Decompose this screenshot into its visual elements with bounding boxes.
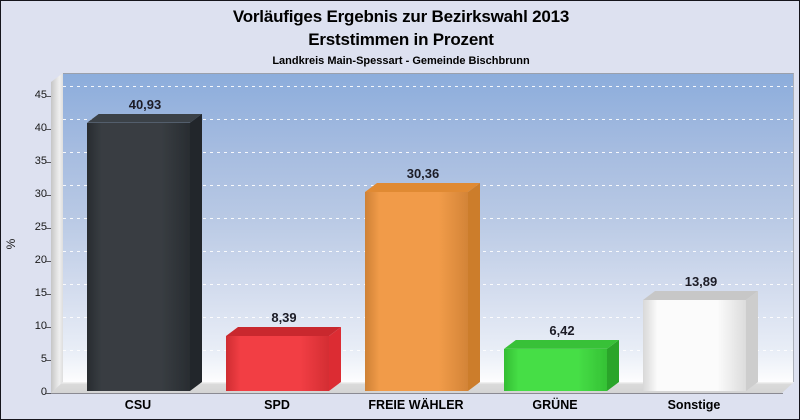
bar-freie-waehler-top-face [365, 183, 480, 192]
bar-spd-front-face [226, 336, 329, 391]
bar-spd-side-face [329, 327, 341, 391]
gridline-35 [63, 152, 793, 153]
category-label-spd: SPD [264, 398, 290, 412]
y-tick-mark-15 [46, 294, 51, 295]
y-tick-label-40: 40 [34, 122, 47, 134]
category-label-freie-waehler: FREIE WÄHLER [368, 398, 464, 412]
chart-title: Vorläufiges Ergebnis zur Bezirkswahl 201… [232, 7, 570, 26]
bar-freie-waehler-front-face [365, 191, 468, 391]
plot-left-wall [51, 73, 63, 393]
y-tick-label-0: 0 [40, 386, 47, 398]
chart-region-caption: Landkreis Main-Spessart - Gemeinde Bisch… [272, 55, 530, 67]
category-label-gruene: GRÜNE [532, 398, 578, 412]
bar-spd-top-face [226, 327, 341, 336]
y-axis-title: % [4, 238, 18, 250]
bar-csu-front-face [87, 122, 190, 391]
chart-subtitle: Erststimmen in Prozent [308, 30, 494, 49]
category-label-sonstige: Sonstige [667, 398, 721, 412]
y-tick-label-5: 5 [40, 353, 47, 365]
y-tick-mark-5 [46, 360, 51, 361]
category-label-csu: CSU [124, 398, 152, 412]
bar-gruene-value-label: 6,42 [549, 322, 575, 338]
bar-freie-waehler-side-face [468, 183, 480, 391]
y-tick-mark-45 [46, 96, 51, 97]
bar-sonstige-front-face [643, 299, 746, 391]
gridline-45 [63, 86, 793, 87]
bar-sonstige-side-face [746, 291, 758, 391]
y-tick-mark-25 [46, 228, 51, 229]
bar-csu-side-face [190, 114, 202, 391]
y-tick-label-10: 10 [34, 320, 47, 332]
y-tick-label-45: 45 [34, 89, 47, 101]
bar-gruene-side-face [607, 340, 619, 391]
bar-sonstige-value-label: 13,89 [684, 273, 718, 289]
bar-freie-waehler-value-label: 30,36 [406, 165, 440, 181]
bar-gruene-front-face [504, 348, 607, 391]
gridline-40 [63, 119, 793, 120]
bar-sonstige-top-face [643, 291, 758, 300]
y-tick-mark-10 [46, 327, 51, 328]
y-tick-label-35: 35 [34, 155, 47, 167]
bar-csu-top-face [87, 114, 202, 123]
y-tick-label-20: 20 [34, 254, 47, 266]
y-tick-mark-35 [46, 162, 51, 163]
x-axis-line [50, 393, 783, 394]
y-tick-label-25: 25 [34, 221, 47, 233]
y-tick-mark-40 [46, 129, 51, 130]
y-tick-mark-20 [46, 261, 51, 262]
y-tick-mark-0 [46, 393, 51, 394]
bar-gruene-top-face [504, 340, 619, 349]
bar-csu-value-label: 40,93 [128, 96, 162, 112]
y-tick-mark-30 [46, 195, 51, 196]
bar-spd-value-label: 8,39 [271, 310, 297, 325]
y-tick-label-15: 15 [34, 287, 47, 299]
y-tick-label-30: 30 [34, 188, 47, 200]
